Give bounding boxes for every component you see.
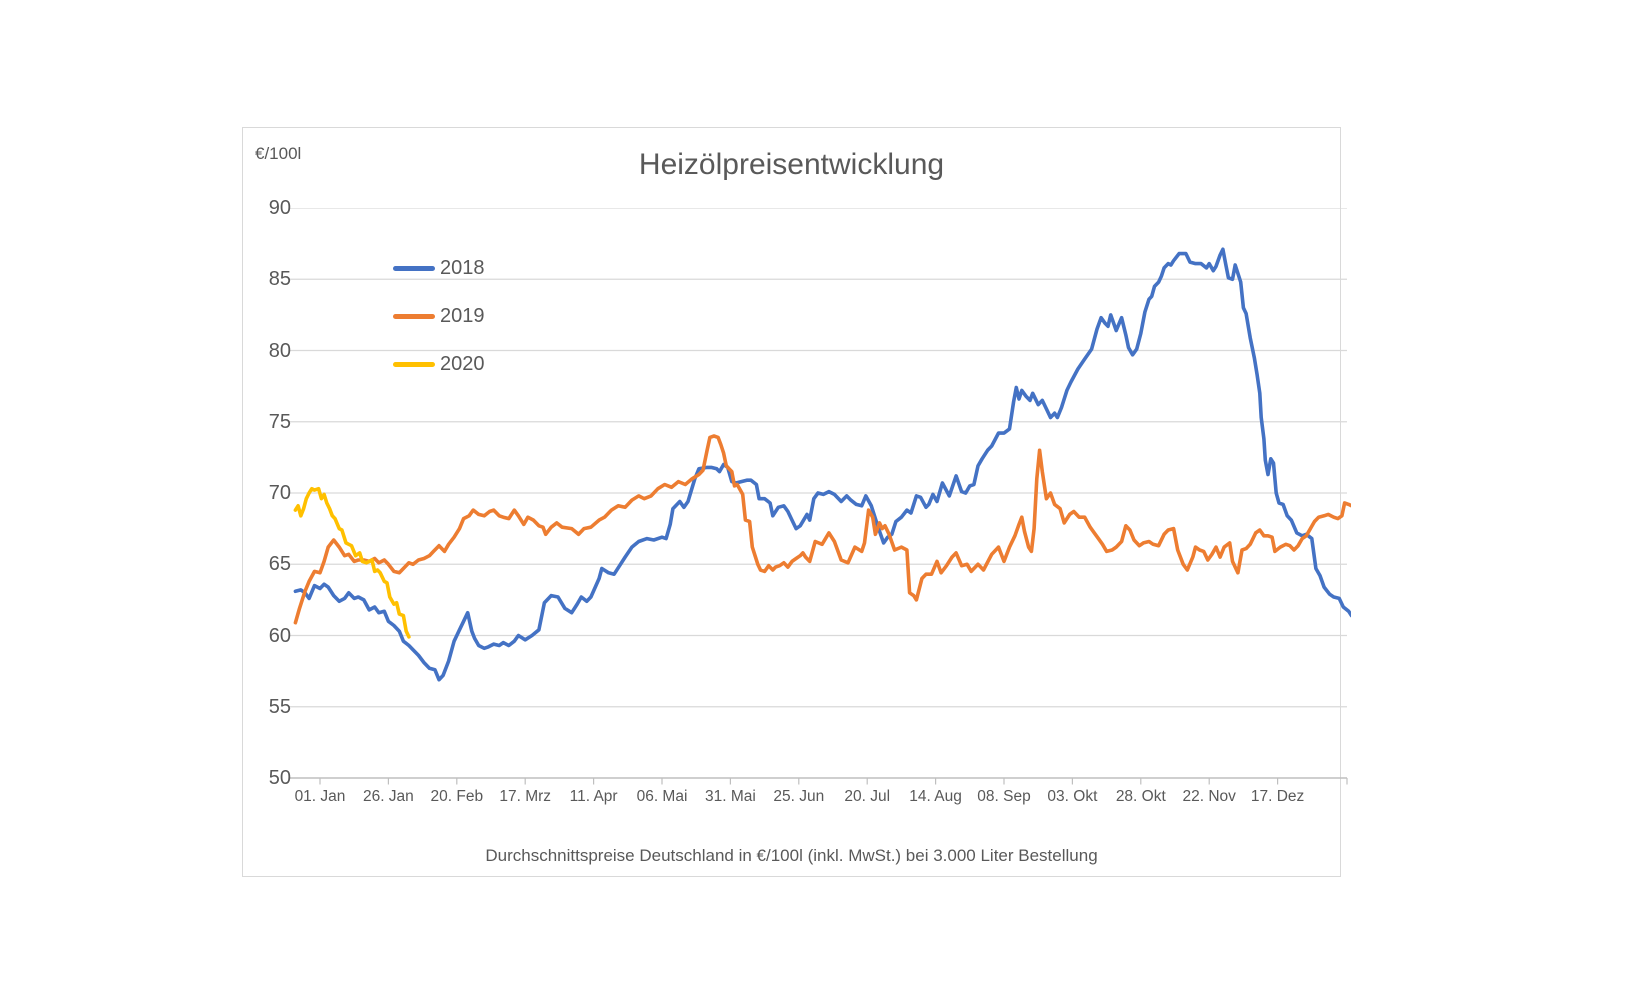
y-axis-label-90: 90: [268, 197, 291, 219]
x-axis-label-15: 17. Dez: [1250, 788, 1305, 805]
y-axis-label-75: 75: [268, 410, 291, 433]
y-axis-unit-label: €/100l: [255, 144, 302, 163]
series-line-2019: [293, 434, 1351, 625]
x-axis-label-13: 28. Okt: [1115, 788, 1166, 805]
x-axis-label-4: 17. Mrz: [499, 788, 552, 805]
x-axis-label-5: 11. Apr: [569, 788, 618, 805]
y-axis-label-80: 80: [268, 339, 291, 362]
legend-label-2018: 2018: [440, 256, 485, 279]
x-axis-label-8: 25. Jun: [773, 788, 825, 805]
y-axis-label-60: 60: [268, 624, 291, 647]
y-axis-label-85: 85: [268, 268, 291, 291]
x-axis-label-14: 22. Nov: [1182, 788, 1236, 805]
series-line-2020: [293, 486, 411, 639]
x-axis-label-1: 01. Jan: [294, 788, 346, 805]
legend-item-2019: 2019: [393, 292, 485, 340]
x-axis-label-9: 20. Jul: [844, 788, 891, 805]
x-axis-label-12: 03. Okt: [1047, 788, 1098, 805]
legend-line-icon-2019: [393, 313, 435, 319]
legend-item-2018: 2018: [393, 244, 485, 292]
y-axis-label-55: 55: [268, 695, 291, 718]
chart-title: Heizölpreisentwicklung: [638, 148, 945, 181]
legend-label-2020: 2020: [440, 352, 485, 375]
x-axis-label-6: 06. Mai: [636, 788, 688, 805]
legend-item-2020: 2020: [393, 340, 485, 388]
x-axis-label-2: 26. Jan: [362, 788, 414, 805]
legend-line-icon-2020: [393, 361, 435, 367]
x-axis-label-10: 14. Aug: [909, 788, 962, 805]
legend-label-2019: 2019: [440, 304, 485, 327]
legend-line-icon-2018: [393, 265, 435, 271]
plot-svg: [289, 208, 1351, 785]
x-axis-label-7: 31. Mai: [704, 788, 756, 805]
x-axis-label-3: 20. Feb: [430, 788, 484, 805]
y-axis-label-50: 50: [268, 767, 291, 789]
y-axis-label-70: 70: [268, 482, 291, 504]
y-axis-label-65: 65: [268, 553, 291, 576]
chart-caption: Durchschnittspreise Deutschland in €/100…: [485, 846, 1098, 865]
chart-container: €/100l Heizölpreisentwicklung 50 55 60 65 70…: [242, 127, 1351, 877]
x-axis-label-11: 08. Sep: [977, 788, 1031, 805]
legend: 2018 2019 2020: [393, 244, 485, 388]
